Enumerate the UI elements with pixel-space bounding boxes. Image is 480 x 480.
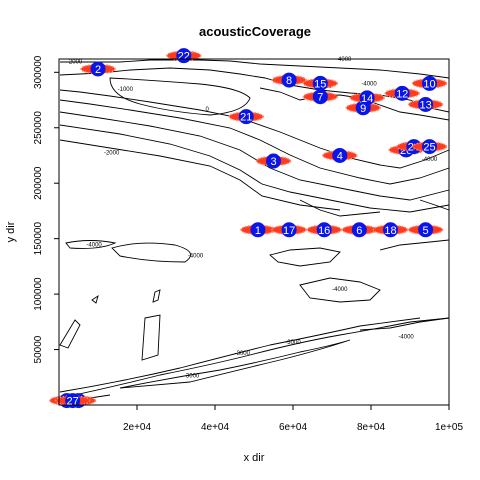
x-tick-label: 8e+04 <box>357 422 386 433</box>
receiver-marker <box>281 222 297 238</box>
receiver-marker <box>359 90 375 106</box>
contour-label: -2000 <box>67 59 83 65</box>
receiver-label: 7 <box>317 92 323 104</box>
receiver-label: 22 <box>178 51 190 63</box>
receiver-label: 10 <box>423 78 435 90</box>
receiver-marker <box>250 222 266 238</box>
receiver-label: 14 <box>361 93 373 105</box>
receiver-label: 15 <box>314 78 326 90</box>
receiver-2: 2 <box>80 61 116 77</box>
receiver-label: 1 <box>255 225 261 237</box>
contour-label: -4000 <box>336 57 352 63</box>
contour-label: -4000 <box>361 82 377 88</box>
receiver-marker <box>281 72 297 88</box>
x-tick-label: 6e+04 <box>279 422 308 433</box>
chart-title: acousticCoverage <box>199 24 311 39</box>
receiver-marker <box>90 61 106 77</box>
receiver-marker <box>65 393 81 409</box>
plot-region: -2000 -4000 -1000 -3000 -4000 0 -2000 -4000 -400… <box>49 48 450 409</box>
receiver-8: 8 <box>271 72 307 88</box>
receiver-label: 21 <box>240 112 252 124</box>
receiver-marker <box>394 85 410 101</box>
receiver-16: 16 <box>306 222 342 238</box>
receiver-marker <box>332 147 348 163</box>
receiver-label: 25 <box>423 142 435 154</box>
receiver-10: 10 <box>411 75 448 91</box>
y-tick-label: 50000 <box>33 335 44 363</box>
receiver-marker <box>312 75 328 91</box>
plot-frame <box>58 58 450 406</box>
receiver-6: 6 <box>341 222 378 238</box>
y-axis: 50000 100000 150000 200000 250000 300000 <box>33 55 59 363</box>
receiver-25: 25 <box>411 139 448 155</box>
receiver-label: 2 <box>95 64 101 76</box>
receiver-label: 3 <box>270 156 276 168</box>
y-tick-label: 300000 <box>33 55 44 89</box>
contour-label: -4000 <box>398 334 414 340</box>
receiver-marker <box>266 153 281 169</box>
contour-label: -4000 <box>188 254 204 260</box>
y-tick-label: 250000 <box>33 111 44 145</box>
receiver-marker <box>422 75 437 91</box>
receiver-14: 14 <box>349 90 385 106</box>
contour-label: -4000 <box>332 287 348 293</box>
x-axis: 2e+04 4e+04 6e+04 8e+04 1e+05 <box>123 405 464 433</box>
y-tick-label: 100000 <box>33 277 44 311</box>
receiver-marker <box>238 109 254 125</box>
receiver-label: 12 <box>396 88 408 100</box>
receiver-12: 12 <box>384 85 420 101</box>
y-tick-label: 150000 <box>33 222 44 256</box>
receiver-15: 15 <box>302 75 339 91</box>
x-tick-label: 4e+04 <box>201 422 230 433</box>
contour-label: -3000 <box>184 373 200 379</box>
x-axis-label: x dir <box>244 452 265 464</box>
receiver-label: 16 <box>318 225 330 237</box>
x-tick-label: 2e+04 <box>123 422 152 433</box>
receiver-22: 22 <box>166 48 202 64</box>
receiver-21: 21 <box>228 109 264 125</box>
receiver-marker <box>316 222 332 238</box>
receiver-3: 3 <box>255 153 292 169</box>
receiver-label: 18 <box>384 225 396 237</box>
receiver-label: 8 <box>286 75 292 87</box>
receiver-label: 9 <box>360 103 366 115</box>
y-tick-label: 200000 <box>33 166 44 200</box>
receiver-label: 5 <box>423 225 429 237</box>
receiver-marker <box>312 89 328 105</box>
y-axis-label: y dir <box>5 221 17 242</box>
contour-label: -4000 <box>86 242 102 248</box>
receiver-18: 18 <box>372 222 409 238</box>
receiver-marker <box>383 222 398 238</box>
receiver-label: 4 <box>337 150 343 162</box>
receiver-stations: 1234567891012131415161718202122232425262… <box>49 48 448 409</box>
receiver-label: 27 <box>67 396 79 408</box>
receiver-marker <box>418 222 434 238</box>
contour-label: -2000 <box>104 150 120 156</box>
receiver-13: 13 <box>407 96 444 112</box>
contour-label: -4000 <box>422 157 438 163</box>
receiver-5: 5 <box>407 222 444 238</box>
receiver-4: 4 <box>322 147 358 163</box>
contour-label: 0 <box>206 107 210 113</box>
x-tick-label: 1e+05 <box>435 422 464 433</box>
receiver-label: 13 <box>419 99 431 111</box>
receiver-17: 17 <box>271 222 307 238</box>
receiver-marker <box>351 222 367 238</box>
contour-label: -1000 <box>118 87 134 93</box>
receiver-label: 6 <box>356 225 362 237</box>
contour-label: -3000 <box>285 340 301 346</box>
receiver-7: 7 <box>302 89 339 105</box>
contour-label: -3000 <box>235 351 251 357</box>
bathymetry-contours <box>59 59 450 401</box>
receiver-label: 17 <box>283 225 295 237</box>
receiver-1: 1 <box>240 222 276 238</box>
receiver-marker <box>422 139 437 155</box>
receiver-marker <box>418 96 434 112</box>
